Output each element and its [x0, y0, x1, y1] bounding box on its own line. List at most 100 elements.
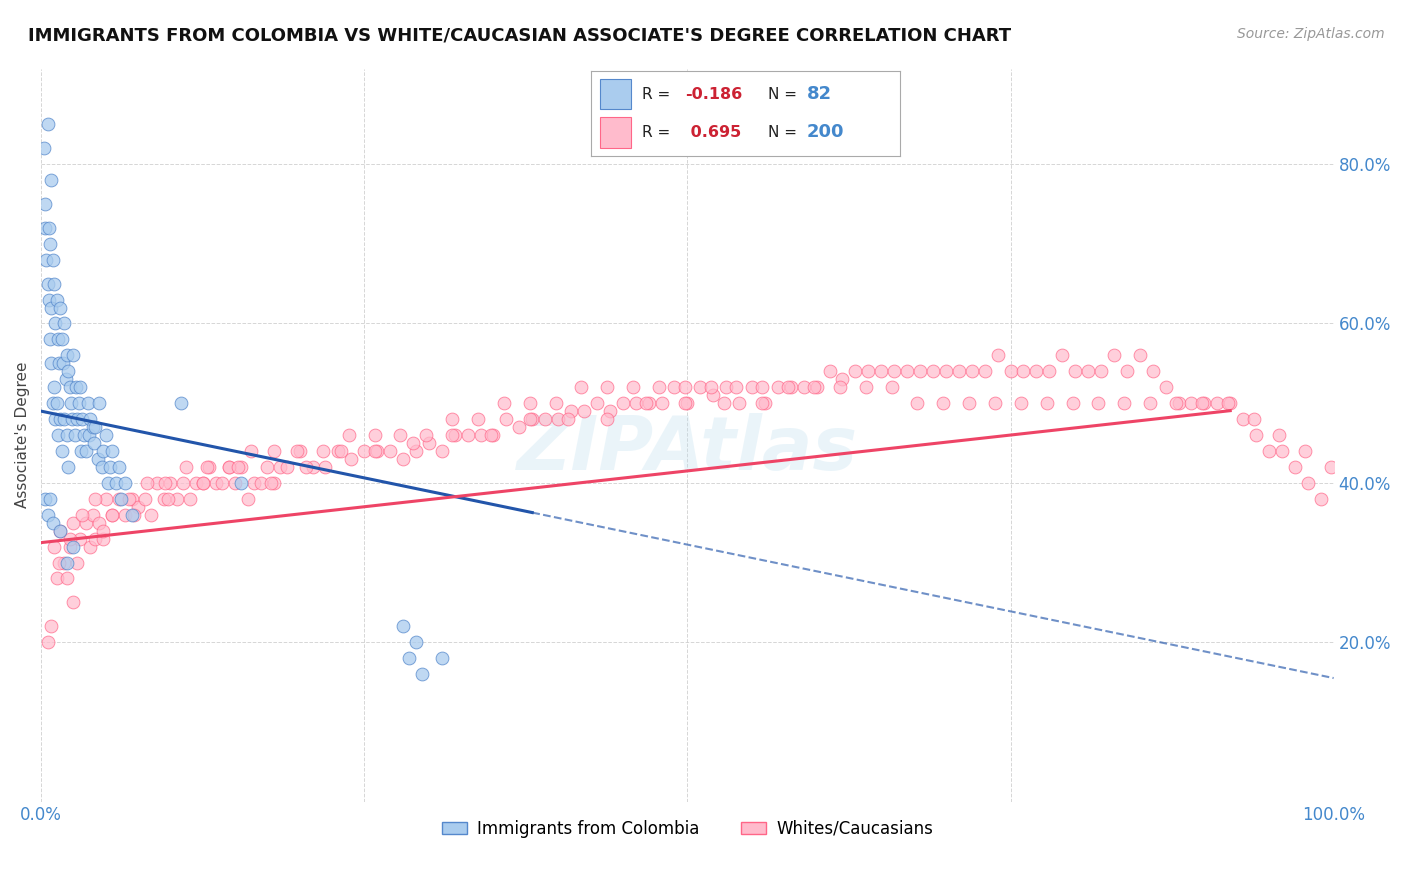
- Point: [256, 459, 278, 474]
- Point: [42, 252, 65, 267]
- Point: [136, 475, 159, 490]
- Point: [139, 508, 162, 522]
- Point: [441, 428, 464, 442]
- Point: [1180, 396, 1202, 410]
- Point: [250, 475, 273, 490]
- Point: [725, 380, 748, 394]
- Point: [45, 572, 67, 586]
- Point: [34, 197, 56, 211]
- Point: [806, 380, 828, 394]
- Point: [84, 420, 107, 434]
- Point: [1216, 396, 1239, 410]
- Point: [430, 651, 453, 665]
- Point: [69, 380, 91, 394]
- Point: [673, 380, 696, 394]
- Point: [366, 444, 388, 458]
- Text: 0.695: 0.695: [685, 125, 741, 140]
- Point: [55, 372, 77, 386]
- Point: [1077, 364, 1099, 378]
- Point: [1114, 396, 1136, 410]
- Point: [337, 428, 360, 442]
- Point: [58, 532, 80, 546]
- Point: [519, 396, 541, 410]
- Point: [76, 396, 98, 410]
- Point: [44, 317, 66, 331]
- Point: [91, 524, 114, 538]
- Point: [56, 428, 79, 442]
- Point: [48, 556, 70, 570]
- Point: [960, 364, 983, 378]
- Point: [328, 444, 350, 458]
- Point: [1309, 491, 1331, 506]
- Point: [35, 252, 58, 267]
- Point: [803, 380, 825, 394]
- Point: [1129, 348, 1152, 362]
- Point: [49, 301, 72, 315]
- Point: [65, 380, 87, 394]
- Point: [492, 396, 515, 410]
- Point: [312, 444, 335, 458]
- Point: [896, 364, 918, 378]
- Point: [392, 619, 415, 633]
- Point: [62, 516, 84, 530]
- Point: [58, 364, 80, 378]
- Point: [98, 459, 121, 474]
- Point: [858, 364, 880, 378]
- Point: [146, 475, 169, 490]
- Point: [612, 396, 634, 410]
- Point: [186, 475, 208, 490]
- Point: [751, 380, 773, 394]
- Point: [211, 475, 233, 490]
- Point: [89, 396, 111, 410]
- Point: [218, 459, 240, 474]
- Point: [89, 516, 111, 530]
- Point: [159, 475, 181, 490]
- Point: [56, 572, 79, 586]
- Point: [101, 508, 124, 522]
- Point: [1191, 396, 1213, 410]
- Point: [42, 540, 65, 554]
- Point: [560, 404, 582, 418]
- Point: [392, 452, 415, 467]
- Point: [664, 380, 686, 394]
- Point: [191, 475, 214, 490]
- Point: [1035, 396, 1057, 410]
- Point: [637, 396, 659, 410]
- Point: [63, 428, 86, 442]
- Point: [37, 635, 59, 649]
- Point: [818, 364, 841, 378]
- Point: [49, 524, 72, 538]
- Point: [41, 619, 63, 633]
- Point: [60, 412, 83, 426]
- Point: [48, 356, 70, 370]
- Point: [443, 428, 465, 442]
- Point: [34, 220, 56, 235]
- Point: [53, 556, 76, 570]
- Point: [75, 516, 97, 530]
- Point: [62, 348, 84, 362]
- Point: [59, 396, 82, 410]
- Point: [134, 491, 156, 506]
- Point: [844, 364, 866, 378]
- Point: [855, 380, 877, 394]
- Point: [72, 412, 94, 426]
- Point: [77, 428, 100, 442]
- Point: [191, 475, 214, 490]
- Point: [58, 540, 80, 554]
- Point: [572, 404, 595, 418]
- Point: [121, 491, 143, 506]
- Point: [72, 508, 94, 522]
- Point: [56, 556, 79, 570]
- Point: [398, 651, 420, 665]
- Point: [883, 364, 905, 378]
- Point: [38, 220, 60, 235]
- Point: [51, 444, 73, 458]
- Point: [389, 428, 412, 442]
- Legend: Immigrants from Colombia, Whites/Caucasians: Immigrants from Colombia, Whites/Caucasi…: [436, 814, 939, 845]
- Point: [62, 540, 84, 554]
- Point: [51, 333, 73, 347]
- Point: [828, 380, 851, 394]
- Point: [1167, 396, 1189, 410]
- Point: [676, 396, 699, 410]
- Point: [56, 348, 79, 362]
